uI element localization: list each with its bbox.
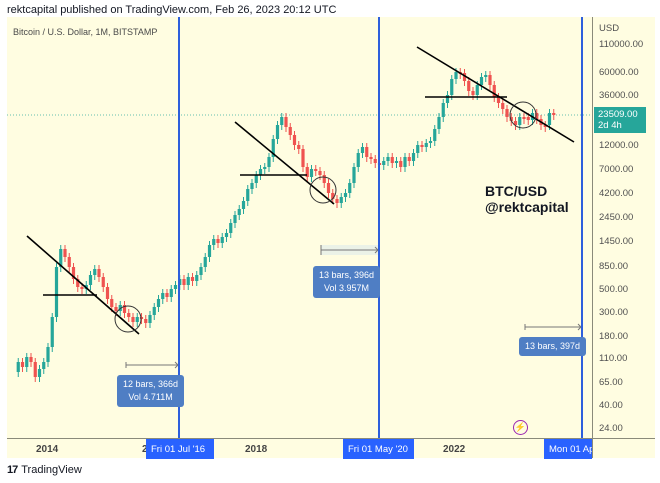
current-price: 23509.00 [598,109,638,120]
chart-watermark: BTC/USD @rektcapital [485,183,569,215]
footer-brand[interactable]: 17 TradingView [7,464,82,476]
halving-line-2024[interactable] [581,17,583,438]
price-tick: 110000.00 [599,39,644,50]
symbol-title: Bitcoin / U.S. Dollar, 1M, BITSTAMP [13,27,158,37]
date-tag-2020: Fri 01 May '20 [343,439,414,459]
date-tag-2016: Fri 01 Jul '16 [146,439,214,459]
plot-area[interactable]: Bitcoin / U.S. Dollar, 1M, BITSTAMP 12 b… [7,17,592,438]
lightning-icon[interactable]: ⚡ [513,420,528,435]
price-tick: 500.00 [599,284,629,295]
brand-name: TradingView [21,464,82,476]
price-tick: 24.00 [599,423,623,434]
measure-volume: Vol 3.957M [324,283,370,293]
measure-label-2024[interactable]: 13 bars, 397d [519,337,587,356]
measure-label-2016[interactable]: 12 bars, 366d Vol 4.711M [117,375,185,407]
tradingview-logo-icon: 17 [7,464,18,476]
year-label: 2 [142,444,148,455]
price-tick: 1450.00 [599,236,634,247]
bar-countdown: 2d 4h [598,120,622,131]
price-tick: 36000.00 [599,90,639,101]
measure-bars: 12 bars, 366d [123,379,179,389]
measure-volume: Vol 4.711M [128,392,173,402]
time-axis[interactable]: 2014 2 2018 2022 Fri 01 Jul '16 Fri 01 M… [7,438,592,459]
watermark-line2: @rektcapital [485,199,569,215]
price-tick: 850.00 [599,261,629,272]
price-tick: 300.00 [599,307,629,318]
halving-line-2020[interactable] [378,17,380,438]
chart-frame[interactable]: Bitcoin / U.S. Dollar, 1M, BITSTAMP 12 b… [7,17,655,459]
year-label: 2022 [443,444,466,455]
measure-bars: 13 bars, 397d [525,341,581,351]
price-tick: 12000.00 [599,140,639,151]
price-tick: 2450.00 [599,212,634,223]
price-tick: 180.00 [599,331,629,342]
current-price-tag: 23509.00 2d 4h [594,107,646,133]
measure-label-2020[interactable]: 13 bars, 396d Vol 3.957M [313,266,381,298]
currency-label: USD [599,23,620,34]
year-label: 2014 [36,444,59,455]
price-tick: 7000.00 [599,164,634,175]
halving-line-2016[interactable] [178,17,180,438]
candlestick-chart [7,46,592,382]
year-label: 2018 [245,444,268,455]
date-tag-2024: Mon 01 Ap [544,439,592,459]
measure-bars: 13 bars, 396d [319,270,375,280]
price-tick: 4200.00 [599,188,634,199]
price-tick: 65.00 [599,377,623,388]
price-tick: 60000.00 [599,67,639,78]
price-tick: 110.00 [599,353,628,364]
publish-info: rektcapital published on TradingView.com… [7,4,337,16]
price-axis[interactable]: USD 110000.00 60000.00 36000.00 12000.00… [592,17,655,438]
axis-corner [592,438,655,458]
watermark-line1: BTC/USD [485,183,548,199]
price-tick: 40.00 [599,400,623,411]
